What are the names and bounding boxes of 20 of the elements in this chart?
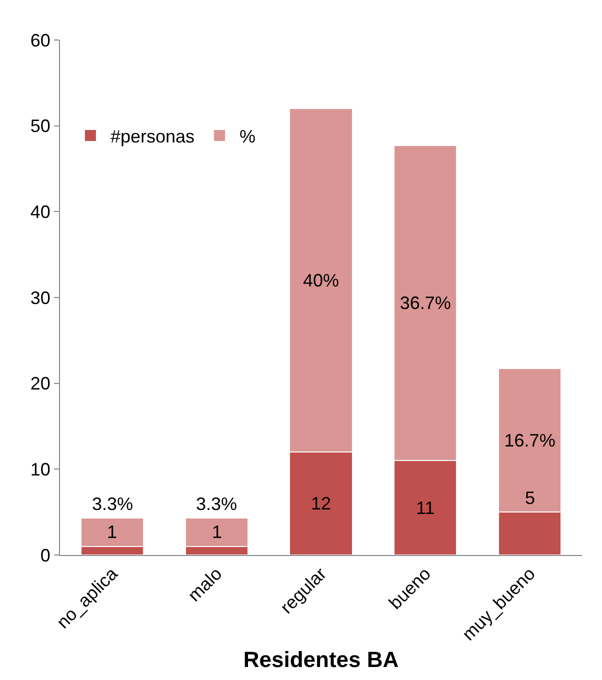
data-label: 16.7% — [504, 430, 556, 450]
legend-label: % — [240, 126, 256, 146]
y-tick-label: 0 — [40, 545, 50, 566]
y-tick-label: 60 — [30, 30, 50, 50]
y-tick-label: 10 — [30, 459, 50, 480]
y-tick-label: 30 — [30, 288, 50, 308]
data-label: 11 — [416, 498, 435, 518]
y-tick-label: 40 — [30, 202, 50, 222]
data-label: 1 — [212, 522, 222, 542]
data-label: 36.7% — [400, 293, 451, 314]
legend-label: #personas — [110, 126, 195, 146]
y-tick-label: 20 — [30, 374, 50, 394]
data-label: 1 — [107, 522, 118, 542]
x-axis-title: Residentes BA — [243, 647, 399, 672]
data-label: 5 — [525, 488, 536, 508]
data-label: 12 — [310, 494, 332, 514]
data-label: 40% — [302, 270, 340, 290]
data-label: 3.3% — [92, 494, 134, 514]
y-tick-label: 50 — [30, 116, 50, 136]
data-label: 3.3% — [196, 494, 238, 514]
